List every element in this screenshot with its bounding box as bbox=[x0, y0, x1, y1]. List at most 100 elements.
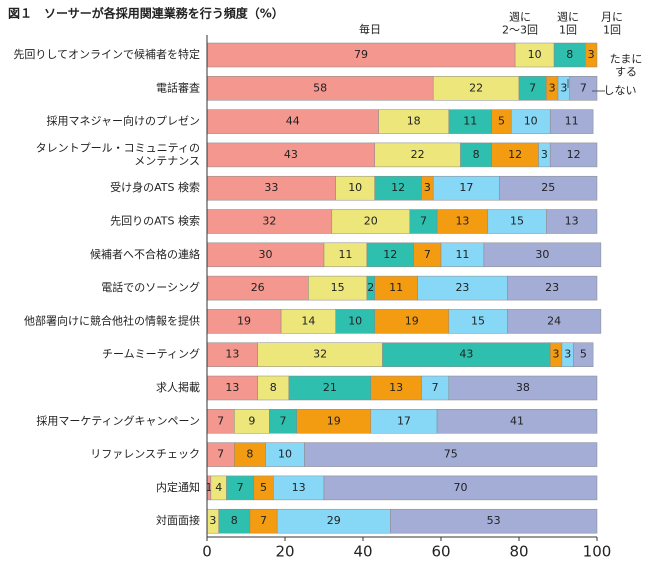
value-label: 7 bbox=[217, 448, 224, 461]
bar-segment bbox=[409, 209, 438, 234]
bar-segment bbox=[448, 375, 598, 401]
bar-segment bbox=[432, 76, 520, 101]
value-label: 30 bbox=[259, 248, 273, 261]
bar-segment bbox=[510, 109, 551, 134]
bar-segment bbox=[206, 42, 516, 68]
value-label: 32 bbox=[262, 215, 276, 228]
bar-segment bbox=[265, 442, 305, 467]
value-label: 75 bbox=[444, 448, 458, 461]
value-label: 79 bbox=[354, 48, 368, 61]
category-label: 電話でのソーシング bbox=[101, 280, 200, 294]
value-label: 22 bbox=[411, 148, 425, 161]
value-label: 3 bbox=[424, 181, 431, 194]
value-label: 4 bbox=[215, 481, 222, 494]
value-label: 13 bbox=[292, 481, 306, 494]
bar-segment bbox=[206, 242, 325, 268]
category-label: チームミーティング bbox=[102, 347, 200, 361]
category-label: タレントプール・コミュニティのメンテナンス bbox=[36, 141, 200, 167]
value-label: 43 bbox=[459, 348, 473, 361]
bar-segment bbox=[206, 309, 282, 334]
value-label: 33 bbox=[264, 181, 278, 194]
bar-segment bbox=[448, 309, 508, 334]
category-label: 候補者へ不合格の連絡 bbox=[90, 247, 200, 261]
value-label: 7 bbox=[529, 81, 536, 94]
value-label: 5 bbox=[580, 348, 587, 361]
bar-segment bbox=[257, 375, 290, 401]
value-label: 15 bbox=[331, 281, 345, 294]
value-label: 41 bbox=[510, 414, 524, 427]
bar-segment bbox=[308, 275, 368, 301]
bar-segment bbox=[206, 275, 309, 301]
value-label: 30 bbox=[535, 248, 549, 261]
value-label: 7 bbox=[217, 414, 224, 427]
bar-segment bbox=[499, 175, 598, 201]
bar-segment bbox=[421, 375, 450, 401]
value-label: 25 bbox=[541, 181, 555, 194]
value-label: 13 bbox=[225, 348, 239, 361]
value-label: 14 bbox=[301, 314, 315, 327]
bar-segment bbox=[569, 76, 598, 101]
bar-segment bbox=[546, 209, 598, 234]
value-label: 13 bbox=[455, 215, 469, 228]
value-label: 29 bbox=[327, 514, 341, 527]
value-label: 8 bbox=[246, 448, 253, 461]
value-label: 13 bbox=[225, 381, 239, 394]
value-label: 19 bbox=[405, 314, 419, 327]
bar-segment bbox=[206, 142, 375, 168]
value-label: 7 bbox=[280, 414, 287, 427]
bar-segment bbox=[514, 42, 555, 68]
legend-label: 週に 1回 bbox=[557, 11, 579, 37]
value-label: 1 bbox=[205, 481, 212, 494]
x-tick-label: 60 bbox=[431, 543, 450, 561]
value-label: 7 bbox=[237, 481, 244, 494]
category-label: 内定通知 bbox=[156, 480, 200, 494]
bar-segment bbox=[288, 375, 372, 401]
category-label: 求人掲載 bbox=[156, 380, 200, 394]
value-label: 13 bbox=[389, 381, 403, 394]
value-label: 17 bbox=[397, 414, 411, 427]
category-label: リファレンスチェック bbox=[90, 448, 200, 461]
value-label: 5 bbox=[498, 115, 505, 128]
bar-segment bbox=[390, 508, 598, 534]
value-label: 11 bbox=[455, 248, 469, 261]
category-label: 採用マーケティングキャンペーン bbox=[36, 413, 200, 427]
value-label: 44 bbox=[286, 115, 300, 128]
value-label: 19 bbox=[327, 414, 341, 427]
value-label: 19 bbox=[237, 314, 251, 327]
bar-segment bbox=[370, 409, 438, 434]
bar-segment bbox=[206, 175, 336, 201]
category-label: 他部署向けに競合他社の情報を提供 bbox=[24, 313, 200, 327]
bar-segment bbox=[440, 242, 485, 268]
bar-segment bbox=[331, 209, 411, 234]
value-label: 11 bbox=[389, 281, 403, 294]
value-label: 12 bbox=[508, 148, 522, 161]
value-label: 18 bbox=[407, 115, 421, 128]
category-label: 先回りしてオンラインで候補者を特定 bbox=[13, 47, 200, 61]
value-label: 12 bbox=[391, 181, 405, 194]
category-label: 対面面接 bbox=[156, 513, 200, 527]
value-label: 17 bbox=[459, 181, 473, 194]
value-label: 10 bbox=[278, 448, 292, 461]
category-label: 電話審査 bbox=[156, 80, 200, 94]
value-label: 13 bbox=[565, 215, 579, 228]
value-label: 8 bbox=[231, 514, 238, 527]
category-label: 採用マネジャー向けのプレゼン bbox=[47, 114, 200, 128]
x-tick-label: 0 bbox=[202, 543, 212, 561]
bar-segment bbox=[335, 175, 375, 201]
bar-segment bbox=[276, 508, 391, 534]
bar-segment bbox=[507, 275, 598, 301]
value-label: 3 bbox=[541, 148, 548, 161]
bar-segment bbox=[378, 109, 450, 134]
value-label: 43 bbox=[284, 148, 298, 161]
bar-segment bbox=[226, 475, 255, 501]
bar-segment bbox=[206, 209, 333, 234]
bar-segment bbox=[370, 375, 422, 401]
bar-segment bbox=[206, 409, 235, 434]
bar-segment bbox=[518, 76, 547, 101]
value-label: 15 bbox=[471, 314, 485, 327]
value-label: 7 bbox=[432, 381, 439, 394]
legend-label: 毎日 bbox=[359, 23, 381, 36]
value-label: 8 bbox=[566, 48, 573, 61]
bar-segment bbox=[269, 409, 297, 434]
value-label: 12 bbox=[567, 148, 581, 161]
